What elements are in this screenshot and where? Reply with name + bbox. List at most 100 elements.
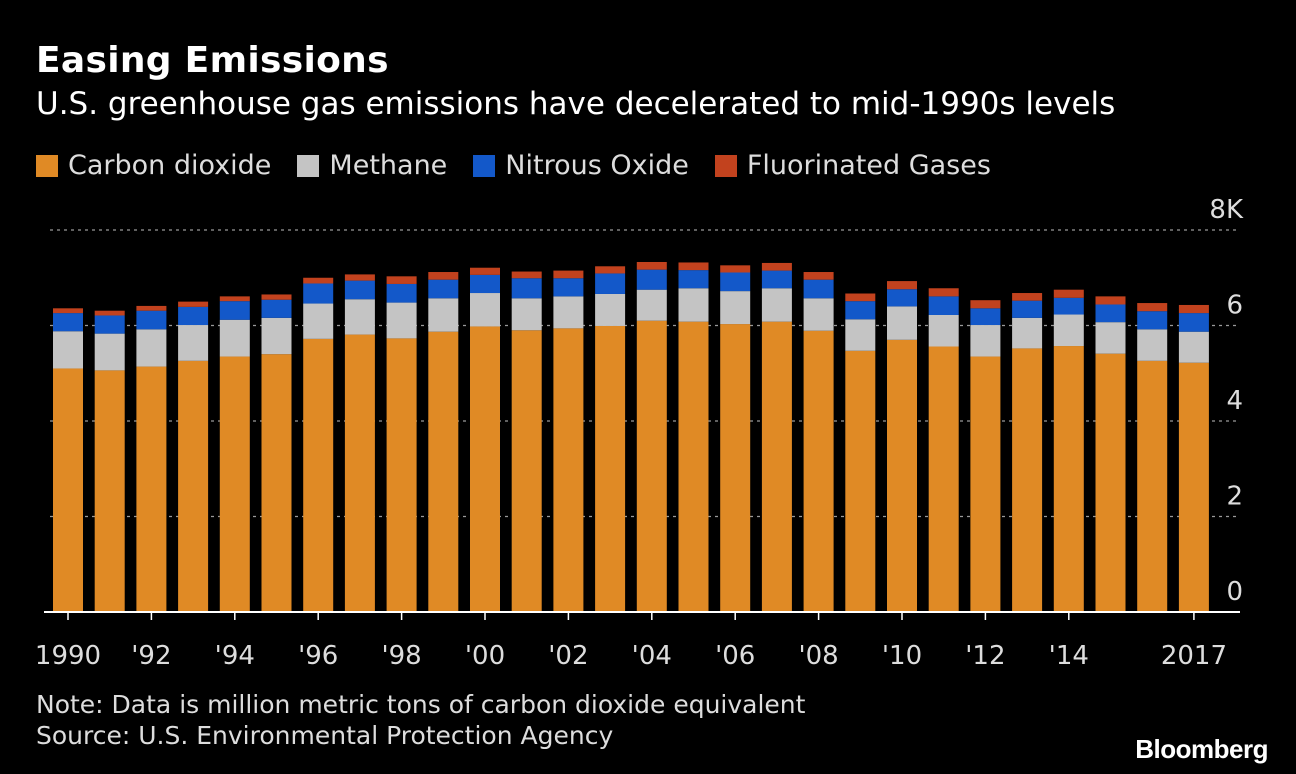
bar-segment-methane	[636, 289, 667, 321]
legend-label: Nitrous Oxide	[505, 150, 689, 181]
bar-segment-nitrous-oxide	[136, 310, 167, 330]
bar-segment-fluorinated-gases	[511, 271, 542, 279]
x-tick-label: '94	[215, 641, 255, 671]
bar-segment-fluorinated-gases	[1178, 304, 1209, 314]
bar-segment-methane	[1012, 317, 1043, 349]
legend-item-carbon-dioxide: Carbon dioxide	[36, 150, 271, 181]
bar-segment-fluorinated-gases	[761, 262, 792, 271]
bar-segment-nitrous-oxide	[511, 278, 542, 299]
bar-segment-methane	[845, 319, 876, 351]
bar-segment-fluorinated-gases	[845, 293, 876, 302]
bar-segment-fluorinated-gases	[219, 296, 250, 302]
chart-title: Easing Emissions	[36, 40, 389, 81]
legend-swatch	[473, 154, 496, 177]
bar-segment-nitrous-oxide	[53, 313, 83, 332]
bar-segment-methane	[470, 293, 500, 327]
bar-segment-methane	[428, 298, 459, 332]
bar-segment-fluorinated-gases	[303, 277, 334, 284]
bar-segment-fluorinated-gases	[94, 310, 125, 316]
bar-segment-nitrous-oxide	[1178, 313, 1209, 332]
y-tick-label: 8K	[1209, 195, 1244, 225]
bar-segment-methane	[136, 329, 167, 367]
bar-segment-fluorinated-gases	[636, 261, 667, 270]
bar-segment-fluorinated-gases	[136, 305, 167, 311]
y-tick-label: 0	[1226, 577, 1243, 607]
bar-segment-methane	[553, 296, 584, 329]
y-tick-label: 6	[1226, 291, 1243, 321]
bar-segment-fluorinated-gases	[720, 265, 751, 273]
x-tick-label: '92	[131, 641, 171, 671]
bar-segment-carbon-dioxide	[178, 360, 209, 612]
bar-segment-methane	[928, 314, 959, 347]
bar-segment-fluorinated-gases	[1095, 296, 1126, 305]
bar-segment-methane	[219, 319, 250, 357]
bar-segment-methane	[803, 298, 834, 331]
bar-segment-nitrous-oxide	[1053, 297, 1084, 315]
bar-segment-carbon-dioxide	[511, 330, 542, 612]
bar-segment-fluorinated-gases	[344, 274, 375, 281]
bar-segment-methane	[1178, 331, 1209, 363]
bar-segment-carbon-dioxide	[803, 330, 834, 612]
x-tick-label: '98	[381, 641, 421, 671]
legend-label: Methane	[329, 150, 448, 181]
legend-item-fluorinated-gases: Fluorinated Gases	[714, 150, 991, 181]
bar-segment-carbon-dioxide	[678, 321, 709, 612]
bar-segment-methane	[595, 293, 626, 326]
bar-segment-carbon-dioxide	[1178, 362, 1209, 612]
bar-segment-carbon-dioxide	[303, 338, 334, 612]
bar-segment-carbon-dioxide	[219, 356, 250, 612]
bar-segment-nitrous-oxide	[219, 301, 250, 320]
bar-segment-nitrous-oxide	[261, 299, 292, 318]
bar-segment-nitrous-oxide	[428, 279, 459, 299]
x-tick-label: '02	[548, 641, 588, 671]
y-tick-label: 2	[1226, 482, 1243, 512]
bar-segment-carbon-dioxide	[970, 356, 1001, 612]
legend-item-methane: Methane	[297, 150, 447, 181]
bar-segment-nitrous-oxide	[636, 269, 667, 290]
bar-segment-fluorinated-gases	[470, 267, 500, 275]
bar-segment-fluorinated-gases	[928, 288, 959, 297]
bar-segment-methane	[344, 299, 375, 335]
bar-segment-nitrous-oxide	[1012, 300, 1043, 318]
bar-segment-fluorinated-gases	[1137, 303, 1168, 312]
bar-segment-nitrous-oxide	[761, 270, 792, 289]
bar-segment-fluorinated-gases	[261, 294, 292, 300]
bar-segment-carbon-dioxide	[553, 328, 584, 612]
bar-segment-carbon-dioxide	[136, 366, 167, 612]
x-tick-label: '08	[798, 641, 838, 671]
bar-segment-nitrous-oxide	[470, 274, 500, 294]
legend-label: Carbon dioxide	[68, 150, 272, 181]
bar-segment-methane	[1053, 314, 1084, 347]
legend-swatch	[714, 154, 737, 177]
bar-segment-fluorinated-gases	[1012, 293, 1043, 301]
bar-segment-fluorinated-gases	[53, 308, 83, 314]
bar-segment-fluorinated-gases	[1053, 289, 1084, 298]
bar-segment-methane	[1137, 329, 1168, 361]
bar-segment-carbon-dioxide	[761, 321, 792, 612]
bar-segment-nitrous-oxide	[303, 283, 334, 304]
bar-segment-methane	[303, 303, 334, 339]
bar-segment-carbon-dioxide	[261, 354, 292, 612]
bar-segment-nitrous-oxide	[803, 279, 834, 299]
y-tick-label: 4	[1226, 386, 1243, 416]
bar-segment-carbon-dioxide	[845, 350, 876, 612]
bar-segment-nitrous-oxide	[178, 306, 209, 326]
bar-segment-carbon-dioxide	[1095, 353, 1126, 612]
bar-segment-carbon-dioxide	[428, 331, 459, 612]
bar-segment-nitrous-oxide	[678, 270, 709, 289]
bloomberg-logo: Bloomberg	[1135, 734, 1268, 764]
bar-segment-fluorinated-gases	[970, 300, 1001, 309]
x-tick-label: '00	[465, 641, 505, 671]
bar-segment-carbon-dioxide	[53, 368, 83, 612]
bar-segment-fluorinated-gases	[553, 270, 584, 279]
bar-segment-carbon-dioxide	[928, 346, 959, 612]
bar-segment-methane	[720, 291, 751, 325]
x-tick-label: 2017	[1161, 641, 1227, 671]
bar-segment-carbon-dioxide	[344, 334, 375, 612]
bar-segment-nitrous-oxide	[386, 283, 417, 303]
bar-segment-nitrous-oxide	[1137, 311, 1168, 330]
bar-segment-nitrous-oxide	[553, 278, 584, 297]
bar-segment-methane	[386, 302, 417, 339]
bar-segment-nitrous-oxide	[970, 308, 1001, 326]
